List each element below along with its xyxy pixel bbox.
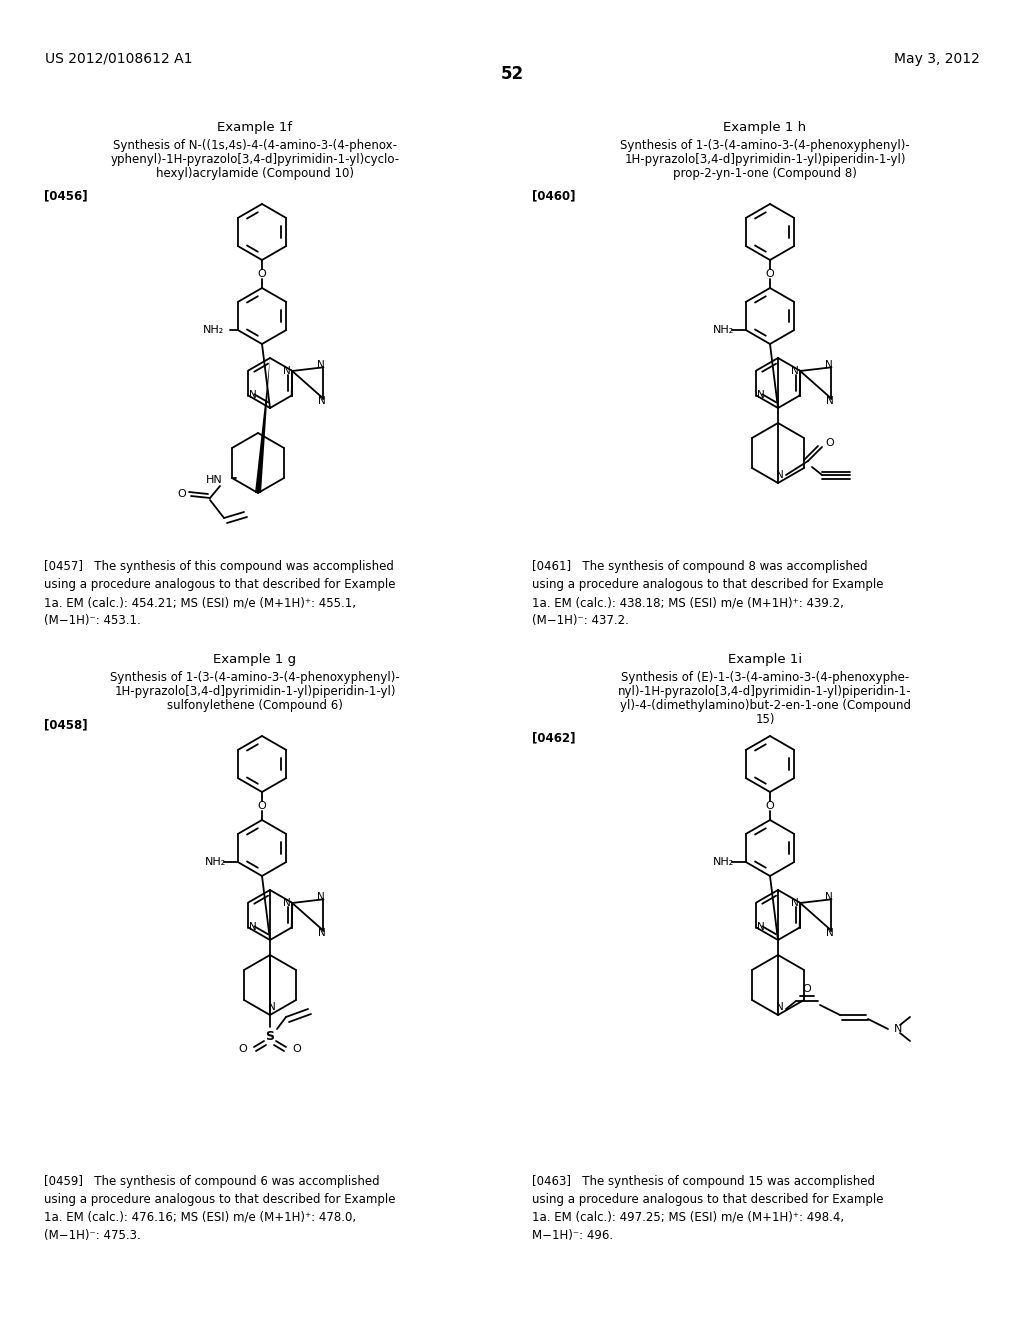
Text: N: N <box>283 898 291 908</box>
Text: nyl)-1H-pyrazolo[3,4-d]pyrimidin-1-yl)piperidin-1-: nyl)-1H-pyrazolo[3,4-d]pyrimidin-1-yl)pi… <box>618 685 911 697</box>
Text: N: N <box>250 391 257 400</box>
Text: US 2012/0108612 A1: US 2012/0108612 A1 <box>45 51 193 66</box>
Text: [0456]: [0456] <box>44 190 88 202</box>
Text: [0461]   The synthesis of compound 8 was accomplished
using a procedure analogou: [0461] The synthesis of compound 8 was a… <box>532 560 884 627</box>
Text: yphenyl)-1H-pyrazolo[3,4-d]pyrimidin-1-yl)cyclo-: yphenyl)-1H-pyrazolo[3,4-d]pyrimidin-1-y… <box>111 153 399 166</box>
Text: O: O <box>766 801 774 810</box>
Text: [0460]: [0460] <box>532 190 575 202</box>
Text: O: O <box>258 801 266 810</box>
Text: Synthesis of 1-(3-(4-amino-3-(4-phenoxyphenyl)-: Synthesis of 1-(3-(4-amino-3-(4-phenoxyp… <box>621 140 910 153</box>
Text: N: N <box>758 391 765 400</box>
Text: O: O <box>825 438 835 447</box>
Text: N: N <box>776 1002 784 1012</box>
Text: N: N <box>825 928 834 937</box>
Text: Example 1i: Example 1i <box>728 653 802 667</box>
Text: [0462]: [0462] <box>532 731 575 744</box>
Text: N: N <box>317 396 326 405</box>
Text: N: N <box>791 366 799 375</box>
Text: hexyl)acrylamide (Compound 10): hexyl)acrylamide (Compound 10) <box>156 168 354 181</box>
Text: O: O <box>293 1044 301 1053</box>
Text: May 3, 2012: May 3, 2012 <box>894 51 980 66</box>
Text: N: N <box>250 923 257 932</box>
Text: Synthesis of N-((1s,4s)-4-(4-amino-3-(4-phenox-: Synthesis of N-((1s,4s)-4-(4-amino-3-(4-… <box>113 140 397 153</box>
Text: N: N <box>316 892 325 903</box>
Text: [0459]   The synthesis of compound 6 was accomplished
using a procedure analogou: [0459] The synthesis of compound 6 was a… <box>44 1175 395 1242</box>
Text: Example 1f: Example 1f <box>217 121 293 135</box>
Text: N: N <box>894 1024 902 1034</box>
Text: N: N <box>825 396 834 405</box>
Text: N: N <box>758 923 765 932</box>
Text: N: N <box>268 1002 275 1012</box>
Text: NH₂: NH₂ <box>205 857 226 867</box>
Text: O: O <box>803 983 811 994</box>
Text: 1H-pyrazolo[3,4-d]pyrimidin-1-yl)piperidin-1-yl): 1H-pyrazolo[3,4-d]pyrimidin-1-yl)piperid… <box>115 685 395 697</box>
Text: S: S <box>265 1031 274 1044</box>
Text: N: N <box>316 360 325 371</box>
Text: [0457]   The synthesis of this compound was accomplished
using a procedure analo: [0457] The synthesis of this compound wa… <box>44 560 395 627</box>
Text: yl)-4-(dimethylamino)but-2-en-1-one (Compound: yl)-4-(dimethylamino)but-2-en-1-one (Com… <box>620 698 910 711</box>
Text: [0463]   The synthesis of compound 15 was accomplished
using a procedure analogo: [0463] The synthesis of compound 15 was … <box>532 1175 884 1242</box>
Text: N: N <box>283 366 291 375</box>
Text: NH₂: NH₂ <box>713 325 734 335</box>
Text: N: N <box>776 470 784 480</box>
Text: NH₂: NH₂ <box>713 857 734 867</box>
Text: N: N <box>317 928 326 937</box>
Text: O: O <box>177 488 186 499</box>
Text: Synthesis of (E)-1-(3-(4-amino-3-(4-phenoxyphe-: Synthesis of (E)-1-(3-(4-amino-3-(4-phen… <box>621 671 909 684</box>
Text: 52: 52 <box>501 65 523 83</box>
Text: N: N <box>824 892 833 903</box>
Text: NH₂: NH₂ <box>203 325 224 335</box>
Text: N: N <box>824 360 833 371</box>
Text: O: O <box>239 1044 248 1053</box>
Text: 1H-pyrazolo[3,4-d]pyrimidin-1-yl)piperidin-1-yl): 1H-pyrazolo[3,4-d]pyrimidin-1-yl)piperid… <box>625 153 906 166</box>
Text: O: O <box>258 269 266 279</box>
Text: Example 1 g: Example 1 g <box>213 653 297 667</box>
Text: HN: HN <box>206 475 223 484</box>
Text: O: O <box>766 269 774 279</box>
Text: 15): 15) <box>756 713 775 726</box>
Text: N: N <box>791 898 799 908</box>
Polygon shape <box>255 358 270 492</box>
Text: Synthesis of 1-(3-(4-amino-3-(4-phenoxyphenyl)-: Synthesis of 1-(3-(4-amino-3-(4-phenoxyp… <box>111 671 400 684</box>
Text: Example 1 h: Example 1 h <box>723 121 807 135</box>
Text: prop-2-yn-1-one (Compound 8): prop-2-yn-1-one (Compound 8) <box>673 168 857 181</box>
Text: sulfonylethene (Compound 6): sulfonylethene (Compound 6) <box>167 698 343 711</box>
Text: [0458]: [0458] <box>44 718 88 731</box>
